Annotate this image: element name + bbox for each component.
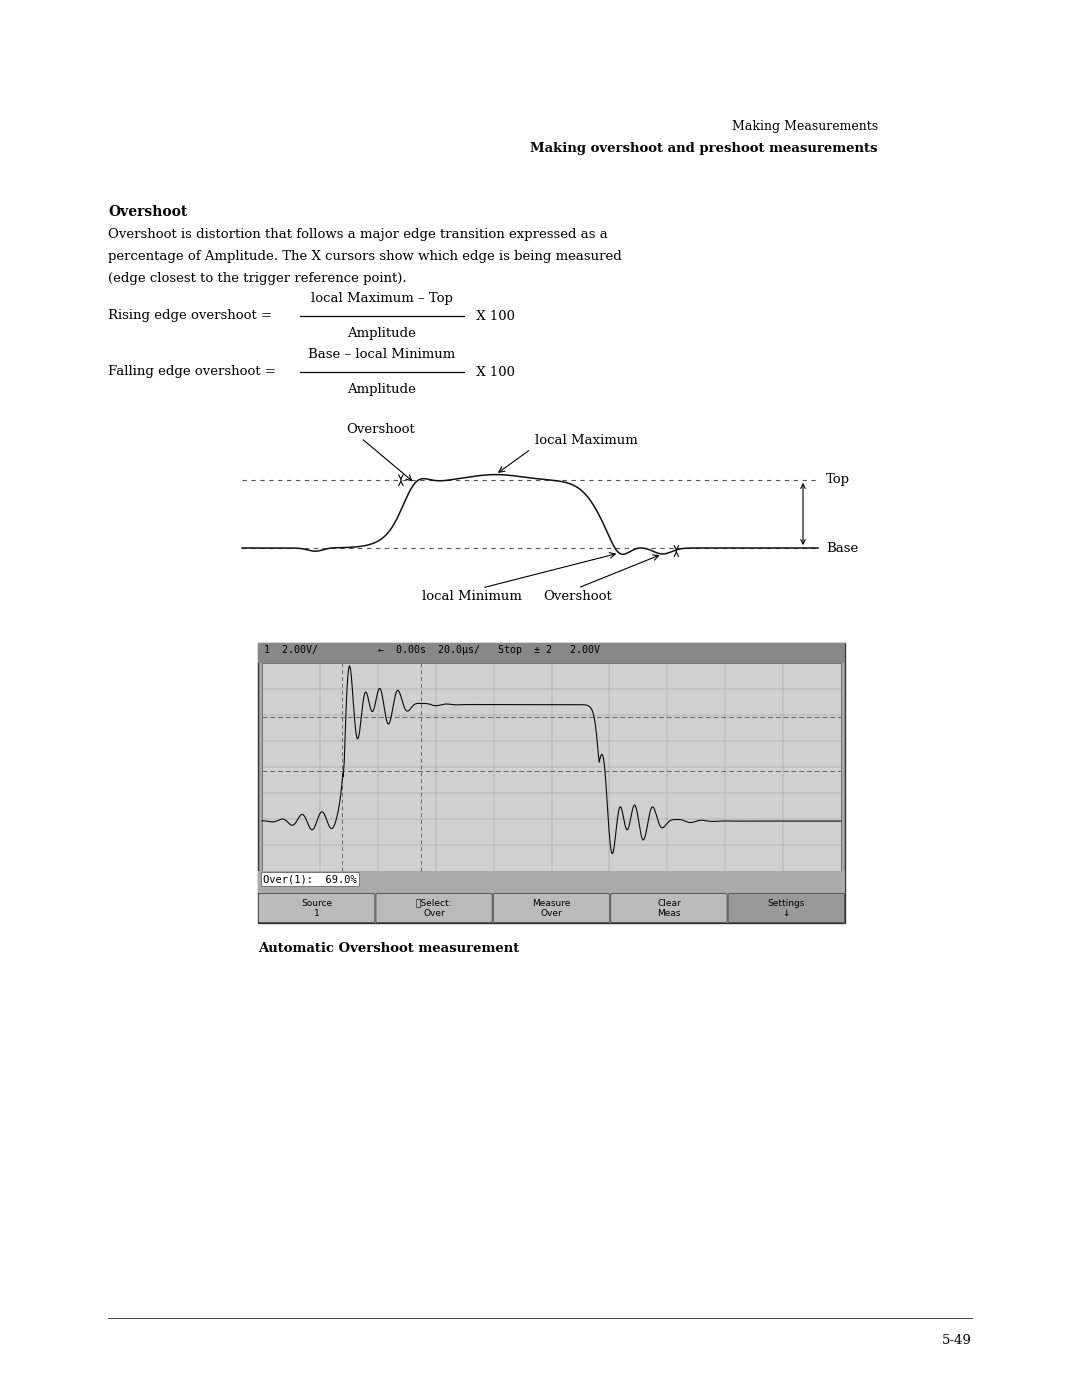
Text: Automatic Overshoot measurement: Automatic Overshoot measurement <box>258 942 519 956</box>
Text: Making Measurements: Making Measurements <box>732 120 878 133</box>
Bar <box>258 870 845 893</box>
Text: Making overshoot and preshoot measurements: Making overshoot and preshoot measuremen… <box>530 142 878 155</box>
Text: X 100: X 100 <box>472 310 515 323</box>
Text: Overshoot: Overshoot <box>108 205 187 219</box>
FancyBboxPatch shape <box>376 894 492 922</box>
Text: Over(1):  69.0%: Over(1): 69.0% <box>264 875 356 884</box>
FancyBboxPatch shape <box>494 894 610 922</box>
Text: 1  2.00V/          ←  0.00s  20.0µs/   Stop  ± 2   2.00V: 1 2.00V/ ← 0.00s 20.0µs/ Stop ± 2 2.00V <box>264 645 600 655</box>
Text: Overshoot is distortion that follows a major edge transition expressed as a: Overshoot is distortion that follows a m… <box>108 228 608 242</box>
Text: Falling edge overshoot =: Falling edge overshoot = <box>108 366 280 379</box>
Text: Overshoot: Overshoot <box>346 423 415 436</box>
Text: 1: 1 <box>314 908 320 918</box>
FancyBboxPatch shape <box>728 894 845 922</box>
FancyBboxPatch shape <box>610 894 727 922</box>
Text: Settings: Settings <box>768 898 805 908</box>
Text: local Maximum: local Maximum <box>535 434 638 447</box>
Text: ⭮Select:: ⭮Select: <box>416 898 453 908</box>
Text: 5-49: 5-49 <box>942 1334 972 1347</box>
Text: Over: Over <box>423 908 445 918</box>
Text: Measure: Measure <box>532 898 570 908</box>
Text: Amplitude: Amplitude <box>348 383 417 395</box>
Text: Rising edge overshoot =: Rising edge overshoot = <box>108 310 276 323</box>
Text: Amplitude: Amplitude <box>348 327 417 339</box>
Bar <box>258 643 845 664</box>
Text: local Minimum: local Minimum <box>422 590 522 604</box>
Text: Over: Over <box>541 908 563 918</box>
Bar <box>262 664 841 870</box>
Text: Top: Top <box>826 474 850 486</box>
Text: Clear: Clear <box>657 898 680 908</box>
Text: Base – local Minimum: Base – local Minimum <box>309 348 456 360</box>
Text: percentage of Amplitude. The X cursors show which edge is being measured: percentage of Amplitude. The X cursors s… <box>108 250 622 263</box>
Text: Overshoot: Overshoot <box>543 590 612 604</box>
Text: local Maximum – Top: local Maximum – Top <box>311 292 453 305</box>
Text: X 100: X 100 <box>472 366 515 379</box>
Text: (edge closest to the trigger reference point).: (edge closest to the trigger reference p… <box>108 272 407 285</box>
Text: Base: Base <box>826 542 859 555</box>
Text: Source: Source <box>301 898 333 908</box>
Text: Meas: Meas <box>657 908 680 918</box>
Text: ↓: ↓ <box>783 908 791 918</box>
Bar <box>258 643 845 923</box>
FancyBboxPatch shape <box>258 894 375 922</box>
